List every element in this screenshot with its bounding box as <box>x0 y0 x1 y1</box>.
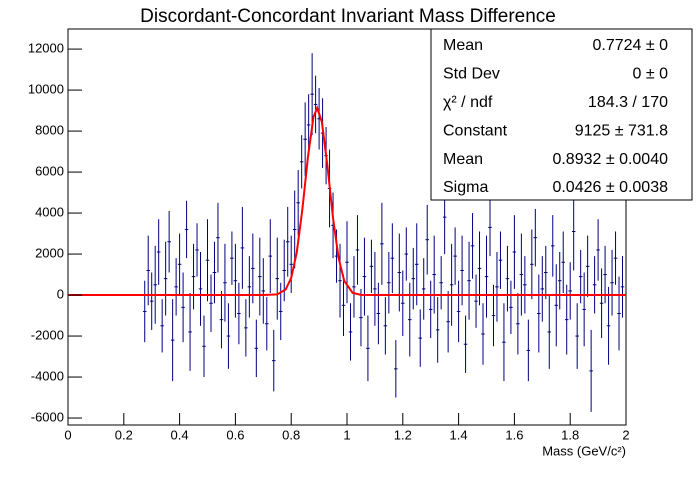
y-tick-label: 12000 <box>28 41 64 56</box>
stat-value: 0.0426 ± 0.0038 <box>552 179 668 196</box>
y-tick-label: -2000 <box>31 327 64 342</box>
x-tick-label: 0.8 <box>282 427 300 442</box>
x-tick-label: 0.2 <box>115 427 133 442</box>
chart-title: Discordant-Concordant Invariant Mass Dif… <box>140 6 556 27</box>
stat-value: 184.3 / 170 <box>588 94 668 111</box>
stat-value: 0.7724 ± 0 <box>592 37 668 54</box>
y-tick-label: -6000 <box>31 409 64 424</box>
x-tick-label: 0 <box>64 427 71 442</box>
stat-value: 0 ± 0 <box>633 66 669 83</box>
y-tick-label: 2000 <box>35 245 64 260</box>
x-tick-label: 2 <box>622 427 629 442</box>
stat-value: 0.8932 ± 0.0040 <box>552 151 668 168</box>
x-tick-label: 0.6 <box>226 427 244 442</box>
x-tick-label: 1.6 <box>505 427 523 442</box>
stats-box: Mean 0.7724 ± 0 Std Dev 0 ± 0 χ² / ndf 184.3 … <box>430 28 693 201</box>
x-tick-label: 1.8 <box>561 427 579 442</box>
stat-value: 9125 ± 731.8 <box>575 122 668 139</box>
stats-frame <box>430 28 693 201</box>
plot-area <box>68 53 626 412</box>
stat-label: Mean <box>443 37 483 54</box>
fit-curve <box>68 105 626 297</box>
y-tick-label: 10000 <box>28 82 64 97</box>
y-tick-label: 8000 <box>35 123 64 138</box>
stat-label: Std Dev <box>443 66 500 83</box>
x-tick-label: 0.4 <box>171 427 189 442</box>
y-tick-label: 0 <box>57 286 64 301</box>
y-tick-label: 6000 <box>35 164 64 179</box>
stat-label: Mean <box>443 151 483 168</box>
x-tick-label: 1.2 <box>394 427 412 442</box>
x-tick-label: 1 <box>343 427 350 442</box>
stat-label: Constant <box>443 122 508 139</box>
stat-label: Sigma <box>443 179 488 196</box>
stat-label: χ² / ndf <box>443 94 493 111</box>
x-axis-label: Mass (GeV/c²) <box>542 443 626 458</box>
y-tick-label: 4000 <box>35 204 64 219</box>
y-tick-label: -4000 <box>31 368 64 383</box>
x-tick-label: 1.4 <box>450 427 468 442</box>
